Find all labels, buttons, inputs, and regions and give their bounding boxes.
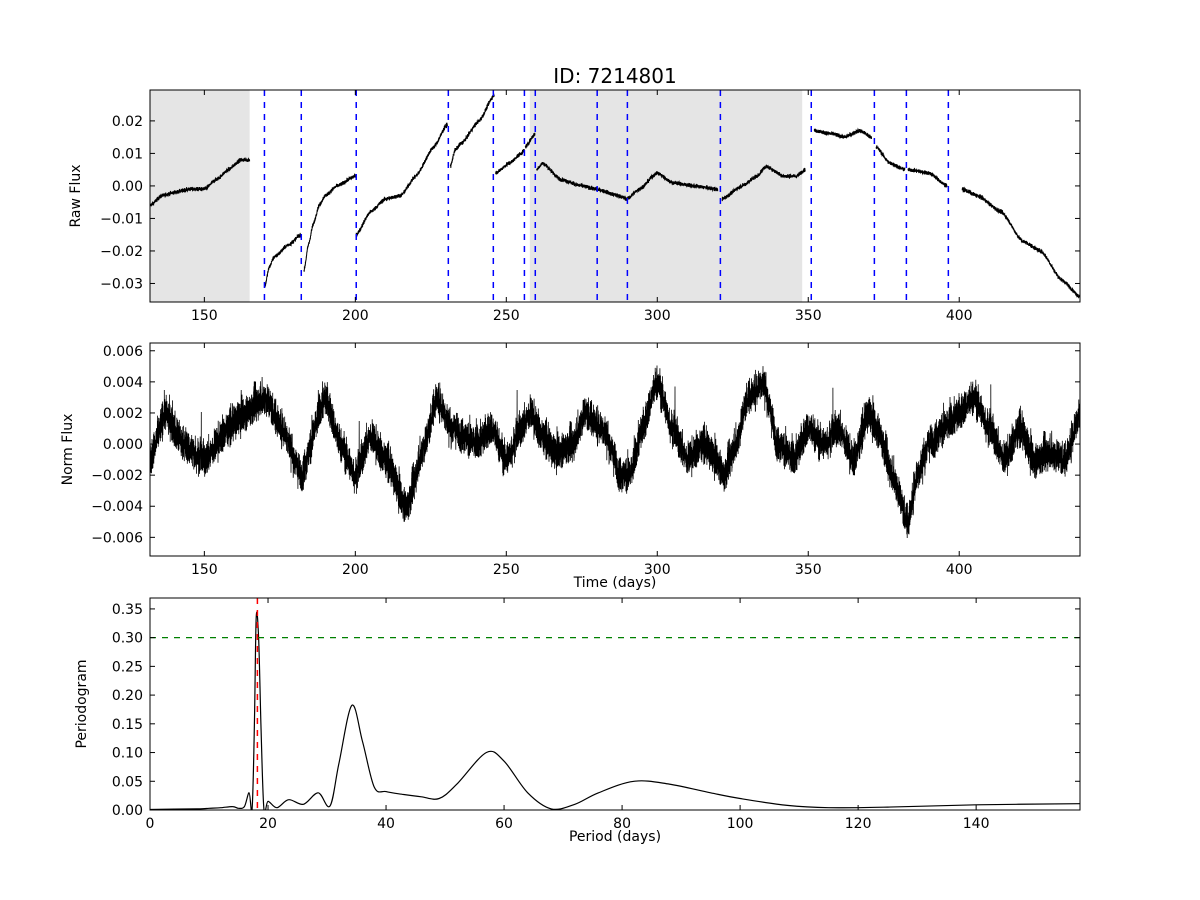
y-tick-label: 0.00 bbox=[112, 179, 143, 195]
y-tick-label: 0.002 bbox=[103, 406, 143, 422]
y-tick-label: −0.03 bbox=[100, 276, 143, 292]
periodogram-line bbox=[150, 611, 1080, 810]
y-tick-label: −0.004 bbox=[91, 499, 143, 515]
x-axis-label: Time (days) bbox=[573, 575, 657, 591]
raw-flux-segment bbox=[264, 232, 302, 288]
shaded-region bbox=[529, 90, 803, 302]
x-tick-label: 150 bbox=[191, 562, 218, 578]
raw-flux-segment bbox=[907, 167, 948, 188]
x-tick-label: 0 bbox=[146, 816, 155, 832]
axes-frame bbox=[149, 89, 1081, 303]
x-tick-label: 250 bbox=[493, 308, 520, 324]
x-axis-label: Period (days) bbox=[569, 829, 661, 845]
subplot-1: 150 200 250 300 350 400 0.02 0.01 0.00 −0.01 −0.02… bbox=[68, 64, 1081, 324]
x-tick-label: 350 bbox=[795, 308, 822, 324]
x-tick-label: 350 bbox=[795, 562, 822, 578]
y-tick-label: −0.006 bbox=[91, 530, 143, 546]
x-tick-label: 200 bbox=[342, 308, 369, 324]
y-tick-label: 0.15 bbox=[112, 717, 143, 733]
y-tick-label: −0.01 bbox=[100, 211, 143, 227]
x-tick-label: 200 bbox=[342, 562, 369, 578]
y-tick-label: 0.01 bbox=[112, 146, 143, 162]
x-tick-label: 100 bbox=[727, 816, 754, 832]
y-tick-label: 0.006 bbox=[103, 344, 143, 360]
raw-flux-segment bbox=[961, 186, 1080, 299]
x-tick-label: 300 bbox=[644, 308, 671, 324]
norm-flux-line bbox=[150, 365, 1080, 539]
y-tick-label: −0.002 bbox=[91, 468, 143, 484]
y-tick-label: 0.25 bbox=[112, 659, 143, 675]
y-tick-label: 0.30 bbox=[112, 631, 143, 647]
x-tick-label: 140 bbox=[963, 816, 990, 832]
y-tick-label: 0.20 bbox=[112, 688, 143, 704]
y-tick-label: 0.02 bbox=[112, 114, 143, 130]
raw-flux-segment bbox=[150, 157, 251, 207]
chart-title: ID: 7214801 bbox=[553, 64, 676, 88]
y-axis-label: Raw Flux bbox=[68, 165, 84, 228]
raw-flux-segment bbox=[813, 127, 873, 140]
y-tick-label: 0.35 bbox=[112, 602, 143, 618]
raw-flux-segment bbox=[524, 132, 536, 149]
x-tick-label: 40 bbox=[377, 816, 395, 832]
y-tick-label: 0.00 bbox=[112, 803, 143, 819]
y-axis-label: Norm Flux bbox=[60, 414, 76, 486]
raw-flux-segment bbox=[355, 122, 448, 238]
raw-flux-segment bbox=[495, 148, 525, 175]
x-tick-label: 20 bbox=[259, 816, 277, 832]
plot-area bbox=[150, 598, 1080, 810]
x-tick-label: 400 bbox=[946, 308, 973, 324]
x-tick-label: 120 bbox=[845, 816, 872, 832]
raw-flux-segment bbox=[449, 93, 495, 168]
y-tick-label: 0.000 bbox=[103, 437, 143, 453]
raw-flux-segment bbox=[721, 164, 806, 202]
raw-flux-segment bbox=[303, 173, 356, 272]
plot-area bbox=[150, 365, 1080, 539]
x-tick-label: 300 bbox=[644, 562, 671, 578]
x-tick-label: 400 bbox=[946, 562, 973, 578]
plot-area bbox=[150, 90, 1080, 302]
x-tick-label: 80 bbox=[613, 816, 631, 832]
axes-frame bbox=[149, 597, 1081, 811]
y-tick-label: 0.004 bbox=[103, 375, 143, 391]
y-tick-label: 0.05 bbox=[112, 774, 143, 790]
x-tick-label: 60 bbox=[495, 816, 513, 832]
x-tick-label: 150 bbox=[191, 308, 218, 324]
subplot-3: 0 20 40 60 80 100 120 140 0.00 0.05 0.10 0.15 0.20 0.… bbox=[74, 597, 1081, 845]
y-axis-label: Periodogram bbox=[74, 659, 90, 748]
subplot-2: 150 200 250 300 350 400 0.006 0.004 0.002 0.000 −0… bbox=[60, 342, 1081, 591]
axes-frame bbox=[149, 342, 1081, 557]
raw-flux-segment bbox=[875, 144, 906, 172]
y-tick-label: 0.10 bbox=[112, 746, 143, 762]
x-tick-label: 250 bbox=[493, 562, 520, 578]
y-tick-label: −0.02 bbox=[100, 244, 143, 260]
